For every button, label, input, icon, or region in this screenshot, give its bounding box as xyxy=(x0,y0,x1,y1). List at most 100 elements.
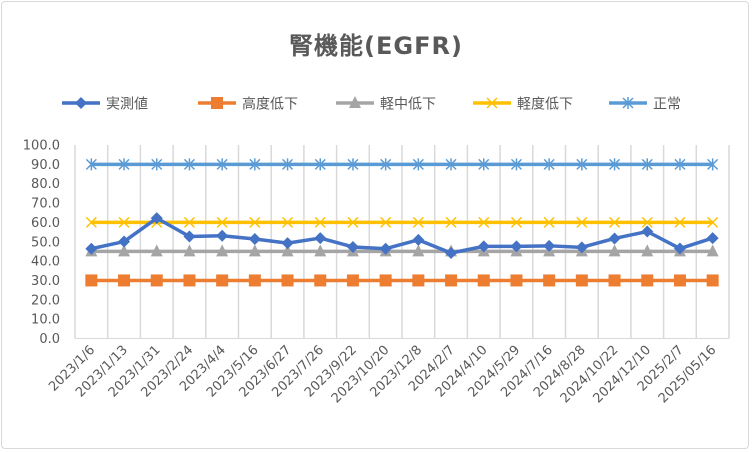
star-marker xyxy=(216,158,228,171)
legend-label: 高度低下 xyxy=(242,96,298,113)
triangle-marker xyxy=(248,244,261,257)
y-tick-label: 10.0 xyxy=(31,313,60,328)
y-tick-label: 100.0 xyxy=(23,139,60,154)
diamond-marker xyxy=(673,242,686,255)
diamond-marker xyxy=(412,233,425,246)
legend-item: 軽中低下 xyxy=(336,96,436,113)
x-marker xyxy=(445,216,457,228)
star-marker xyxy=(118,158,130,171)
square-marker xyxy=(281,274,294,287)
star-marker xyxy=(576,158,588,171)
diamond-marker xyxy=(216,229,229,242)
diamond-marker xyxy=(477,240,490,253)
x-marker xyxy=(380,216,392,228)
diamond-marker xyxy=(575,241,588,254)
x-marker xyxy=(674,216,686,228)
diamond-marker xyxy=(248,233,261,246)
y-tick-label: 90.0 xyxy=(31,158,60,173)
series-3 xyxy=(85,216,719,228)
star-marker xyxy=(622,97,634,109)
y-tick-label: 40.0 xyxy=(31,255,60,270)
diamond-marker xyxy=(379,242,392,255)
y-tick-label: 60.0 xyxy=(31,216,60,231)
diamond-marker xyxy=(641,225,654,238)
diamond-marker xyxy=(75,97,87,109)
x-marker xyxy=(118,216,130,228)
x-marker xyxy=(314,216,326,228)
diamond-marker xyxy=(118,235,131,248)
triangle-marker xyxy=(118,244,131,257)
x-marker xyxy=(478,216,490,228)
square-marker xyxy=(673,274,686,287)
star-marker xyxy=(282,158,294,171)
square-marker xyxy=(477,274,490,287)
square-marker xyxy=(211,97,223,109)
x-marker xyxy=(412,216,424,228)
star-marker xyxy=(445,158,457,171)
x-marker xyxy=(543,216,555,228)
y-tick-label: 30.0 xyxy=(31,274,60,289)
x-marker xyxy=(609,216,621,228)
triangle-marker xyxy=(150,244,163,257)
triangle-marker xyxy=(314,244,327,257)
star-marker xyxy=(249,158,261,171)
square-marker xyxy=(346,274,359,287)
x-marker xyxy=(641,216,653,228)
y-tick-label: 80.0 xyxy=(31,177,60,192)
star-marker xyxy=(641,158,653,171)
legend-label: 軽中低下 xyxy=(380,97,436,113)
square-marker xyxy=(379,274,392,287)
x-marker xyxy=(576,216,588,228)
star-marker xyxy=(674,158,686,171)
triangle-marker xyxy=(281,244,294,257)
triangle-marker xyxy=(183,244,196,257)
square-marker xyxy=(216,274,229,287)
triangle-marker xyxy=(608,244,621,257)
square-marker xyxy=(641,274,654,287)
chart-title: 腎機能(EGFR) xyxy=(289,32,463,60)
x-marker xyxy=(183,216,195,228)
diamond-marker xyxy=(543,239,556,252)
legend-item: 軽度低下 xyxy=(473,97,573,113)
square-marker xyxy=(510,274,523,287)
legend-label: 正常 xyxy=(653,97,681,113)
y-tick-label: 50.0 xyxy=(31,235,60,250)
series-0 xyxy=(85,212,719,259)
square-marker xyxy=(183,274,196,287)
x-marker xyxy=(216,216,228,228)
star-marker xyxy=(85,158,97,171)
star-marker xyxy=(151,158,163,171)
x-marker xyxy=(510,216,522,228)
square-marker xyxy=(85,274,98,287)
star-marker xyxy=(609,158,621,171)
legend-item: 実測値 xyxy=(62,97,148,113)
diamond-marker xyxy=(510,240,523,253)
square-marker xyxy=(706,274,719,287)
square-marker xyxy=(445,274,458,287)
diamond-marker xyxy=(281,237,294,250)
diamond-marker xyxy=(183,230,196,243)
y-tick-label: 0.0 xyxy=(39,332,60,347)
legend-item: 高度低下 xyxy=(198,96,298,113)
legend-label: 軽度低下 xyxy=(517,97,573,113)
legend-label: 実測値 xyxy=(106,97,148,113)
square-marker xyxy=(150,274,163,287)
star-marker xyxy=(347,158,359,171)
star-marker xyxy=(314,158,326,171)
square-marker xyxy=(412,274,425,287)
triangle-marker xyxy=(412,244,425,257)
star-marker xyxy=(412,158,424,171)
diamond-marker xyxy=(608,232,621,245)
diamond-marker xyxy=(85,242,98,255)
y-tick-label: 20.0 xyxy=(31,293,60,308)
star-marker xyxy=(543,158,555,171)
star-marker xyxy=(510,158,522,171)
square-marker xyxy=(248,274,261,287)
x-marker xyxy=(486,97,498,109)
triangle-marker xyxy=(349,96,361,108)
triangle-marker xyxy=(706,244,719,257)
star-marker xyxy=(478,158,490,171)
x-marker xyxy=(347,216,359,228)
diamond-marker xyxy=(314,232,327,245)
